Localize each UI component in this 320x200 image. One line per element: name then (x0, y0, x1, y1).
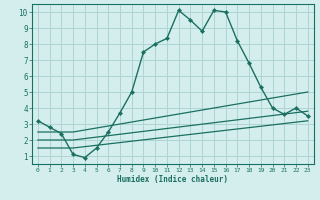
X-axis label: Humidex (Indice chaleur): Humidex (Indice chaleur) (117, 175, 228, 184)
